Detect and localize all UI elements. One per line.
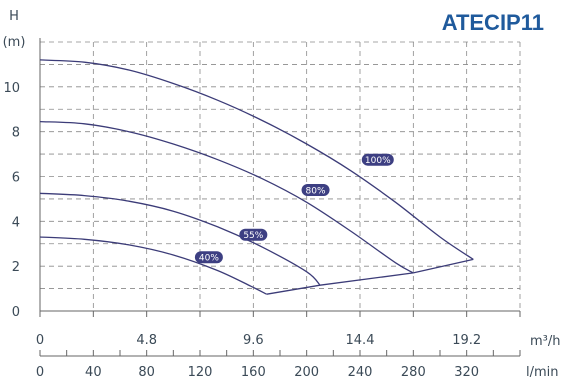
x-tick-label-secondary: 280 [401, 365, 426, 379]
y-tick-label: 10 [3, 81, 20, 96]
x-tick-label-secondary: 0 [36, 365, 44, 379]
speed-badges: 100% 80% 55% 40% [194, 153, 394, 264]
y-ticks: 0 2 4 6 8 10 [3, 81, 20, 320]
x-tick-label-secondary: 200 [294, 365, 319, 379]
y-tick-label: 2 [12, 260, 20, 275]
x-tick-label-secondary: 80 [138, 365, 155, 379]
badge-100pct [361, 153, 394, 166]
badge-40pct [194, 251, 223, 264]
y-tick-label: 0 [12, 305, 20, 320]
x-tick-label-primary: 14.4 [346, 333, 375, 348]
y-axis-unit: (m) [3, 35, 26, 50]
x-tick-label-secondary: 120 [188, 365, 213, 379]
badge-label: 80% [306, 186, 326, 196]
grid [40, 41, 521, 311]
x-tick-label-primary: 0 [36, 333, 44, 348]
operating-envelope-line [266, 258, 474, 295]
x-tick-label-secondary: 320 [454, 365, 479, 379]
x-tick-label-primary: 19.2 [452, 333, 481, 348]
badge-label: 100% [365, 156, 391, 166]
badge-label: 55% [243, 231, 263, 241]
x-tick-label-secondary: 240 [348, 365, 373, 379]
x-tick-label-primary: 4.8 [136, 333, 157, 348]
x-tick-label-primary: 9.6 [243, 333, 264, 348]
x-ticks-secondary: 0 40 80 120 160 200 240 280 320 [36, 365, 479, 379]
axes [39, 38, 521, 357]
y-tick-label: 8 [12, 126, 20, 141]
y-axis-label: H [9, 9, 19, 24]
badge-80pct [301, 183, 330, 196]
x-axis-label-primary: m³/h [530, 334, 561, 349]
y-tick-label: 4 [12, 215, 20, 230]
x-ticks-primary: 0 4.8 9.6 14.4 19.2 [36, 333, 481, 348]
curve-100pct [39, 59, 474, 260]
badge-55pct [239, 228, 268, 241]
x-tick-label-secondary: 160 [241, 365, 266, 379]
y-tick-label: 6 [12, 171, 20, 186]
curve-80pct [39, 120, 414, 274]
x-axis-label-secondary: l/min [526, 365, 559, 379]
chart-title: ATECIP11 [442, 10, 544, 35]
curve-55pct [39, 192, 321, 286]
badge-label: 40% [199, 254, 219, 264]
x-tick-label-secondary: 40 [85, 365, 102, 379]
curve-40pct [39, 236, 267, 295]
pump-curves [39, 59, 474, 295]
